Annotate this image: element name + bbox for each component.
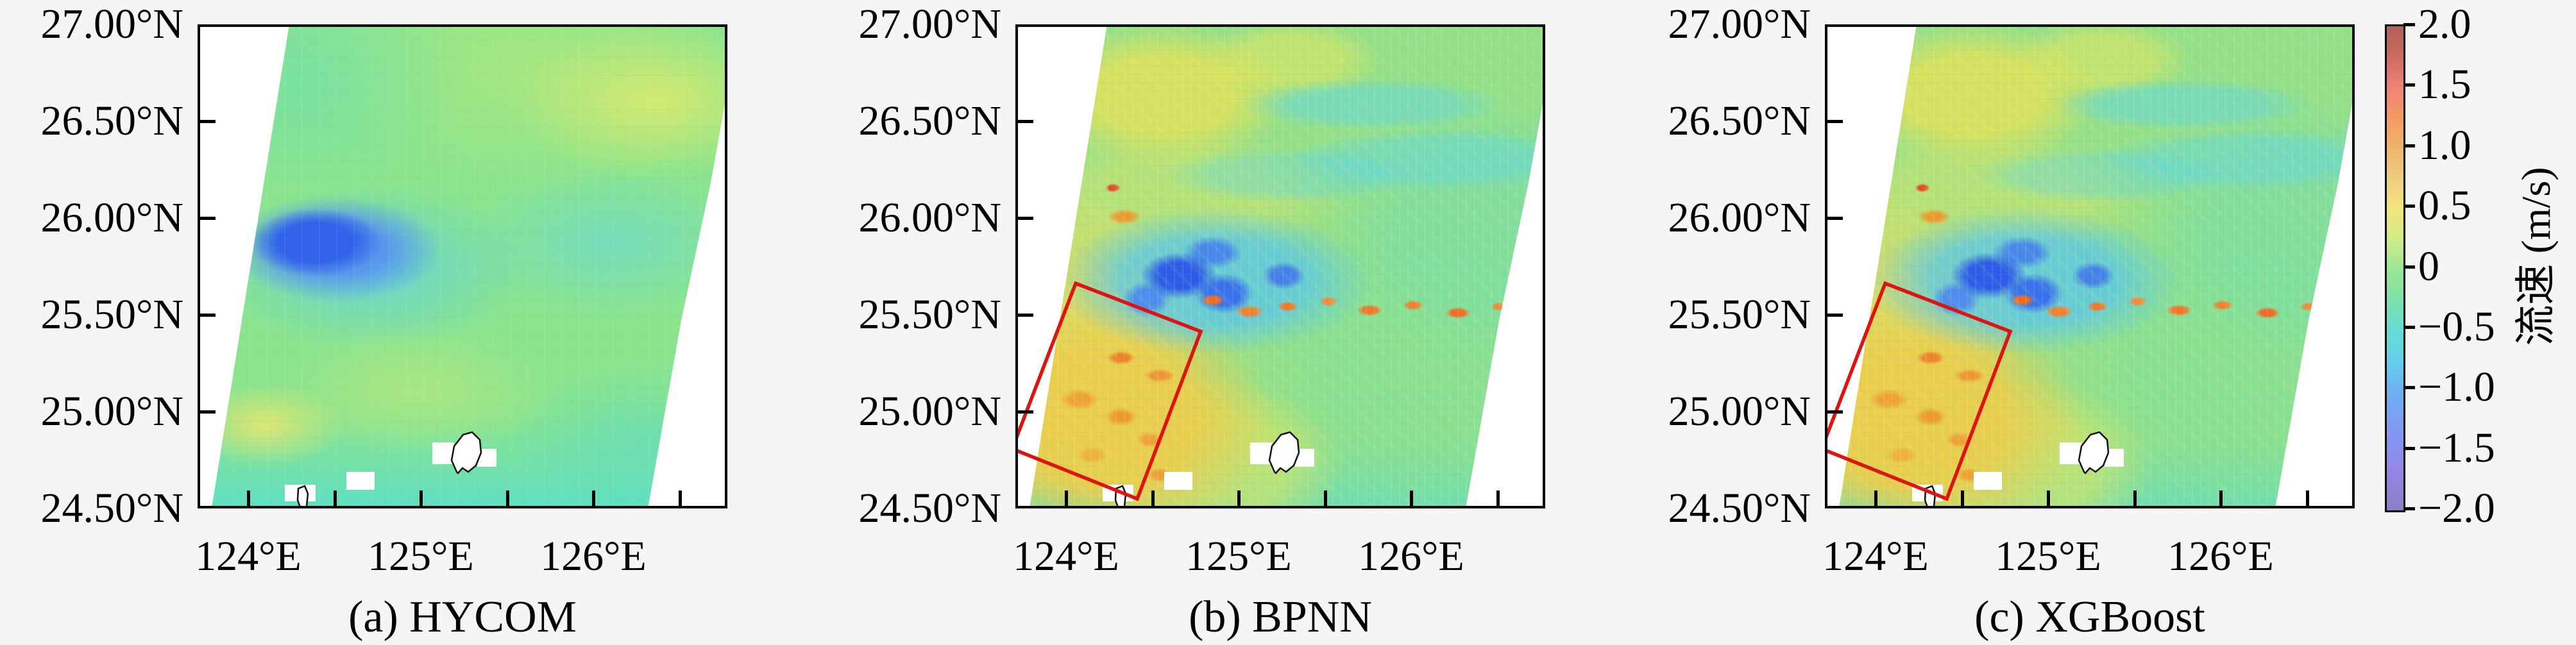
colorbar-tick <box>2403 23 2415 26</box>
map-overlay <box>285 431 496 508</box>
lon-axis-tick <box>1874 490 1877 506</box>
colorbar-tick-label: −1.0 <box>2418 364 2495 411</box>
lat-tick-label: 24.50°N <box>858 485 1001 532</box>
lon-axis-tick <box>505 490 509 506</box>
lon-axis-tick <box>678 490 682 506</box>
lat-axis-tick <box>1018 314 1033 317</box>
lat-tick-label: 27.00°N <box>858 1 1001 47</box>
lat-tick-label: 24.50°N <box>40 485 183 532</box>
lat-tick-label: 25.50°N <box>40 291 183 338</box>
colorbar-tick <box>2403 446 2415 450</box>
lon-axis-tick <box>1496 490 1500 506</box>
lat-tick-label: 25.00°N <box>1668 388 1811 435</box>
lon-axis-tick <box>333 490 337 506</box>
lat-axis-tick <box>1827 314 1843 317</box>
lon-axis-tick <box>2133 490 2137 506</box>
lat-axis-tick <box>1827 217 1843 220</box>
colorbar-tick-label: 0.5 <box>2418 182 2471 230</box>
colorbar-tick <box>2403 144 2415 147</box>
caption-xgboost: (c) XGBoost <box>1974 592 2205 642</box>
lon-axis-tick <box>2305 490 2309 506</box>
colorbar-tick-label: −0.5 <box>2418 303 2495 350</box>
lat-axis-tick <box>200 120 216 123</box>
colorbar-tick <box>2403 205 2415 208</box>
lat-axis-tick <box>1827 120 1843 123</box>
colorbar-tick-label: −1.5 <box>2418 424 2495 471</box>
lon-axis-tick <box>2219 490 2223 506</box>
colorbar-tick <box>2403 507 2415 510</box>
panel-hycom-map <box>198 24 727 508</box>
panel-bpnn-map <box>1015 24 1545 508</box>
map-overlay <box>1015 281 1314 508</box>
lat-axis-tick <box>1827 410 1843 414</box>
lat-tick-label: 26.50°N <box>40 97 183 144</box>
lon-axis-tick <box>1237 490 1241 506</box>
lat-tick-label: 27.00°N <box>1668 1 1811 47</box>
lat-tick-label: 26.00°N <box>40 194 183 241</box>
lon-axis-tick <box>247 490 250 506</box>
lon-axis-tick <box>1410 490 1413 506</box>
lon-tick-label: 126°E <box>540 533 647 580</box>
lon-tick-label: 126°E <box>1358 533 1464 580</box>
caption-hycom: (a) HYCOM <box>348 592 577 642</box>
highlight-box <box>1015 281 1203 501</box>
colorbar-tick <box>2403 325 2415 329</box>
panel-xgboost-map <box>1825 24 2355 508</box>
lon-tick-label: 125°E <box>1995 533 2101 580</box>
colorbar-tick <box>2403 386 2415 390</box>
lat-axis-tick <box>200 314 216 317</box>
lon-axis-tick <box>1151 490 1155 506</box>
lat-tick-label: 26.50°N <box>858 97 1001 144</box>
lat-axis-tick <box>1018 217 1033 220</box>
lon-tick-label: 124°E <box>195 533 301 580</box>
lon-axis-tick <box>1065 490 1068 506</box>
lon-axis-tick <box>1323 490 1327 506</box>
lat-tick-label: 25.00°N <box>858 388 1001 435</box>
lat-axis-tick <box>200 217 216 220</box>
lat-axis-tick <box>200 410 216 414</box>
lon-tick-label: 124°E <box>1822 533 1929 580</box>
lat-axis-tick <box>1018 120 1033 123</box>
colorbar-tick-label: 1.5 <box>2418 61 2471 108</box>
colorbar-tick-label: 2.0 <box>2418 1 2471 47</box>
lat-tick-label: 26.00°N <box>1668 194 1811 241</box>
lat-tick-label: 24.50°N <box>1668 485 1811 532</box>
lat-tick-label: 25.50°N <box>1668 291 1811 338</box>
lat-tick-label: 25.00°N <box>40 388 183 435</box>
current-speed-heatmap-bpnn <box>1030 24 1545 508</box>
lon-tick-label: 125°E <box>368 533 474 580</box>
colorbar-tick <box>2403 83 2415 87</box>
island-outlines <box>285 431 496 508</box>
lat-tick-label: 26.00°N <box>858 194 1001 241</box>
lon-axis-tick <box>2047 490 2050 506</box>
lat-tick-label: 27.00°N <box>40 1 183 47</box>
lat-axis-tick <box>1018 410 1033 414</box>
lon-axis-tick <box>1960 490 1964 506</box>
lat-tick-label: 26.50°N <box>1668 97 1811 144</box>
lon-axis-tick <box>419 490 423 506</box>
colorbar-tick-label: 0 <box>2418 242 2439 290</box>
current-speed-heatmap-xgboost <box>1839 24 2355 508</box>
lon-tick-label: 125°E <box>1185 533 1292 580</box>
colorbar-tick-label: 1.0 <box>2418 121 2471 169</box>
map-overlay <box>1825 281 2124 508</box>
lon-tick-label: 126°E <box>2167 533 2274 580</box>
colorbar-tick-label: −2.0 <box>2418 485 2495 532</box>
colorbar-tick <box>2403 265 2415 269</box>
caption-bpnn: (b) BPNN <box>1189 592 1372 642</box>
lon-axis-tick <box>592 490 595 506</box>
lon-tick-label: 124°E <box>1013 533 1119 580</box>
highlight-box <box>1825 281 2013 501</box>
current-speed-heatmap-hycom <box>212 24 727 508</box>
colorbar <box>2385 24 2405 512</box>
lat-tick-label: 25.50°N <box>858 291 1001 338</box>
